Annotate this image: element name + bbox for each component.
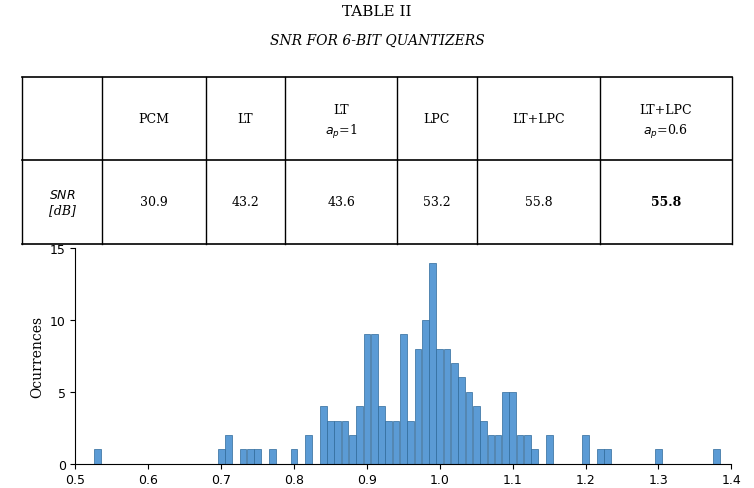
Text: 55.8: 55.8 xyxy=(651,196,681,209)
Bar xyxy=(320,407,326,464)
Bar xyxy=(240,449,247,464)
Text: 43.2: 43.2 xyxy=(231,196,259,209)
Text: LT: LT xyxy=(333,103,349,116)
Bar xyxy=(291,449,297,464)
Text: $a_p$=0.6: $a_p$=0.6 xyxy=(643,123,688,141)
Bar xyxy=(349,435,356,464)
Bar xyxy=(582,435,589,464)
Text: LT+LPC: LT+LPC xyxy=(512,113,565,126)
Bar xyxy=(524,435,531,464)
Bar xyxy=(363,335,370,464)
Text: $a_p$=1: $a_p$=1 xyxy=(325,123,357,141)
Bar xyxy=(444,349,450,464)
Text: LT+LPC: LT+LPC xyxy=(639,103,692,116)
Text: 30.9: 30.9 xyxy=(140,196,167,209)
Bar xyxy=(466,392,472,464)
Text: LPC: LPC xyxy=(424,113,450,126)
Text: 43.6: 43.6 xyxy=(327,196,355,209)
Text: $SNR$
[dB]: $SNR$ [dB] xyxy=(49,188,75,217)
Text: 55.8: 55.8 xyxy=(525,196,552,209)
Bar xyxy=(429,263,436,464)
Bar xyxy=(473,407,480,464)
Text: SNR FOR 6-BIT QUANTIZERS: SNR FOR 6-BIT QUANTIZERS xyxy=(270,34,484,48)
Bar xyxy=(480,421,487,464)
Bar xyxy=(516,435,523,464)
Bar xyxy=(371,335,378,464)
Bar xyxy=(218,449,225,464)
Bar xyxy=(604,449,611,464)
Bar xyxy=(225,435,231,464)
Bar xyxy=(458,378,465,464)
Text: LT: LT xyxy=(238,113,253,126)
Bar xyxy=(495,435,501,464)
Bar xyxy=(385,421,392,464)
Bar xyxy=(488,435,494,464)
Bar xyxy=(335,421,341,464)
Bar xyxy=(94,449,100,464)
Bar xyxy=(451,364,458,464)
Bar xyxy=(546,435,553,464)
Bar xyxy=(437,349,443,464)
Bar xyxy=(510,392,516,464)
Bar xyxy=(407,421,414,464)
Bar xyxy=(357,407,363,464)
Bar xyxy=(254,449,261,464)
Text: 53.2: 53.2 xyxy=(423,196,451,209)
Y-axis label: Ocurrences: Ocurrences xyxy=(30,315,44,397)
Bar xyxy=(713,449,720,464)
Text: PCM: PCM xyxy=(138,113,170,126)
Bar xyxy=(532,449,538,464)
Bar xyxy=(502,392,509,464)
Bar xyxy=(305,435,312,464)
Text: TABLE II: TABLE II xyxy=(342,5,412,19)
Bar xyxy=(342,421,348,464)
Bar xyxy=(393,421,400,464)
Bar xyxy=(269,449,275,464)
Bar xyxy=(379,407,385,464)
Bar xyxy=(597,449,603,464)
Bar xyxy=(422,321,428,464)
Bar xyxy=(400,335,406,464)
Bar xyxy=(327,421,334,464)
Bar xyxy=(247,449,253,464)
Bar xyxy=(415,349,421,464)
Bar xyxy=(655,449,662,464)
